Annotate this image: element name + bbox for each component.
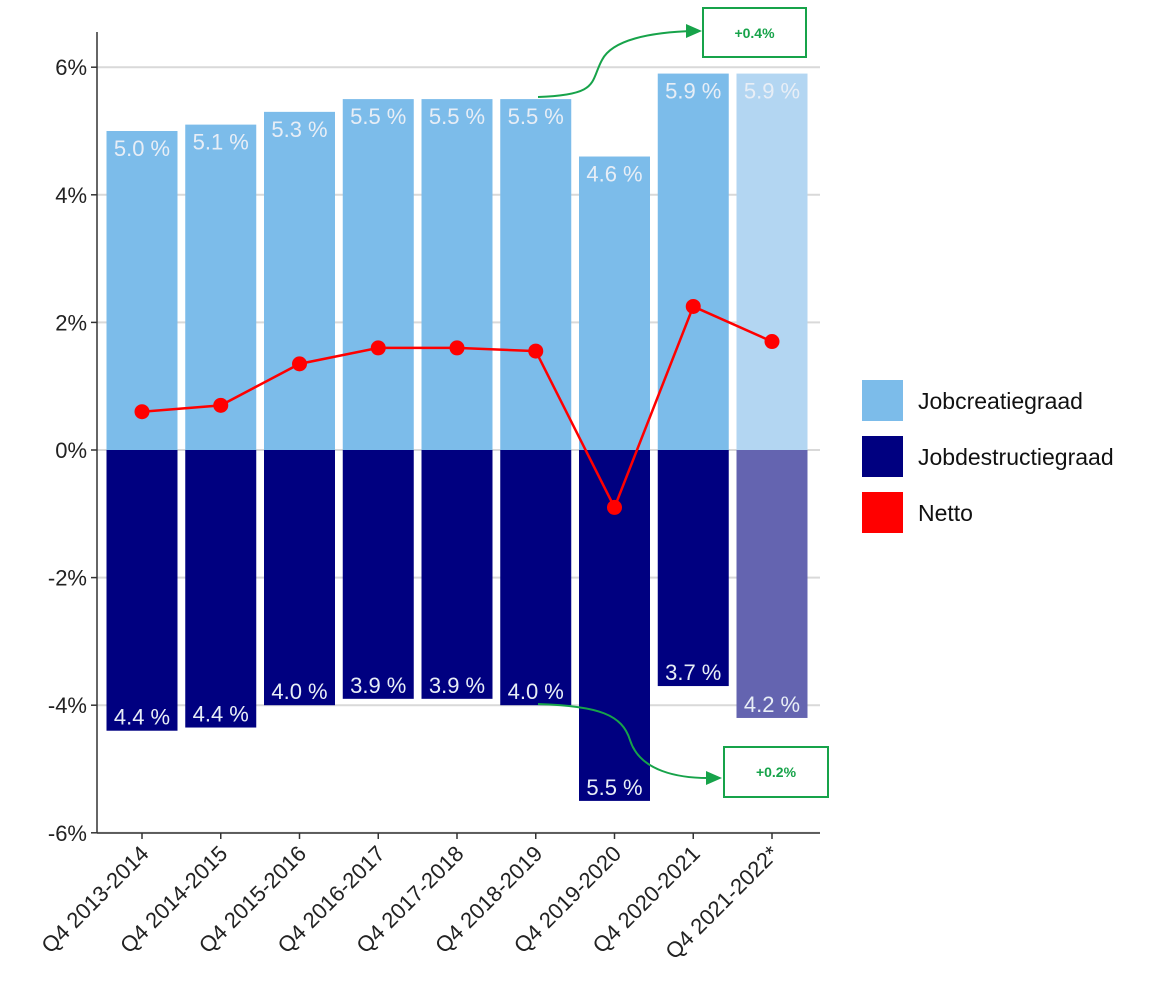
bar-label-destruction: 4.0 %	[271, 679, 327, 704]
y-tick-label: -4%	[48, 693, 87, 718]
bar-jobdestructiegraad	[421, 450, 493, 699]
bar-label-creation: 5.0 %	[114, 136, 170, 161]
annotation-arrow	[537, 703, 709, 779]
bar-jobdestructiegraad	[657, 450, 729, 687]
legend-swatch	[862, 492, 903, 533]
bar-jobdestructiegraad	[736, 450, 808, 718]
annotation-text: +0.2%	[756, 764, 797, 780]
legend-swatch	[862, 380, 903, 421]
bar-jobcreatiegraad	[500, 99, 572, 450]
bar-jobdestructiegraad	[106, 450, 178, 731]
bar-jobcreatiegraad	[264, 111, 335, 451]
bar-jobcreatiegraad	[579, 156, 650, 450]
legend-label: Jobcreatiegraad	[918, 388, 1083, 414]
bar-label-creation: 5.9 %	[744, 79, 800, 104]
bar-label-destruction: 4.2 %	[744, 692, 800, 717]
netto-point	[685, 298, 701, 314]
netto-point	[764, 334, 780, 350]
netto-point	[292, 356, 307, 372]
netto-point	[134, 404, 150, 420]
legend-label: Jobdestructiegraad	[918, 444, 1114, 470]
bar-jobdestructiegraad	[342, 450, 414, 699]
y-tick-label: -6%	[48, 821, 87, 846]
bar-label-creation: 4.6 %	[586, 162, 642, 187]
legend: Jobcreatiegraad Jobdestructiegraad Netto	[862, 380, 1114, 533]
bar-jobcreatiegraad	[106, 131, 178, 450]
bar-label-creation: 5.5 %	[350, 104, 406, 129]
bar-labels: 5.0 % 4.4 % 5.1 % 4.4 % 5.3 % 4.0 % 5.5 % 3.9 %…	[114, 79, 800, 800]
bar-jobcreatiegraad	[736, 73, 808, 450]
bar-label-creation: 5.3 %	[271, 117, 327, 142]
bar-label-creation: 5.1 %	[193, 130, 249, 155]
y-tick-label: 4%	[55, 183, 87, 208]
bar-label-destruction: 4.4 %	[114, 705, 170, 730]
netto-point	[607, 499, 622, 515]
bar-label-creation: 5.9 %	[665, 79, 721, 104]
netto-point	[449, 340, 465, 356]
annotation-arrow	[537, 30, 696, 98]
bar-label-destruction: 3.9 %	[429, 673, 485, 698]
bar-label-destruction: 3.9 %	[350, 673, 406, 698]
bar-jobcreatiegraad	[342, 99, 414, 450]
netto-point	[528, 343, 544, 359]
bar-label-destruction: 3.7 %	[665, 660, 721, 685]
annotation-box	[702, 7, 807, 58]
bar-label-destruction: 4.4 %	[193, 702, 249, 727]
annotation-arrowhead	[706, 771, 722, 785]
netto-point	[370, 340, 386, 356]
annotations: +0.4% +0.2%	[537, 7, 829, 798]
legend-label: Netto	[918, 500, 973, 526]
bar-jobcreatiegraad	[185, 124, 257, 451]
bars	[106, 73, 808, 801]
bar-label-destruction: 5.5 %	[586, 775, 642, 800]
legend-swatch	[862, 436, 903, 477]
bar-label-destruction: 4.0 %	[508, 679, 564, 704]
bar-jobdestructiegraad	[264, 450, 335, 706]
bar-label-creation: 5.5 %	[429, 104, 485, 129]
y-tick-label: 0%	[55, 438, 87, 463]
annotation-box	[723, 746, 829, 798]
netto-line	[134, 298, 780, 515]
netto-point	[213, 397, 229, 413]
bar-jobcreatiegraad	[657, 73, 729, 450]
annotation-text: +0.4%	[734, 25, 775, 41]
y-tick-label: -2%	[48, 566, 87, 591]
annotation-arrowhead	[686, 24, 702, 38]
y-tick-label: 6%	[55, 55, 87, 80]
bar-jobdestructiegraad	[185, 450, 257, 728]
y-tick-label: 2%	[55, 310, 87, 335]
bar-jobcreatiegraad	[421, 99, 493, 450]
bar-label-creation: 5.5 %	[508, 104, 564, 129]
bar-jobdestructiegraad	[500, 450, 572, 706]
